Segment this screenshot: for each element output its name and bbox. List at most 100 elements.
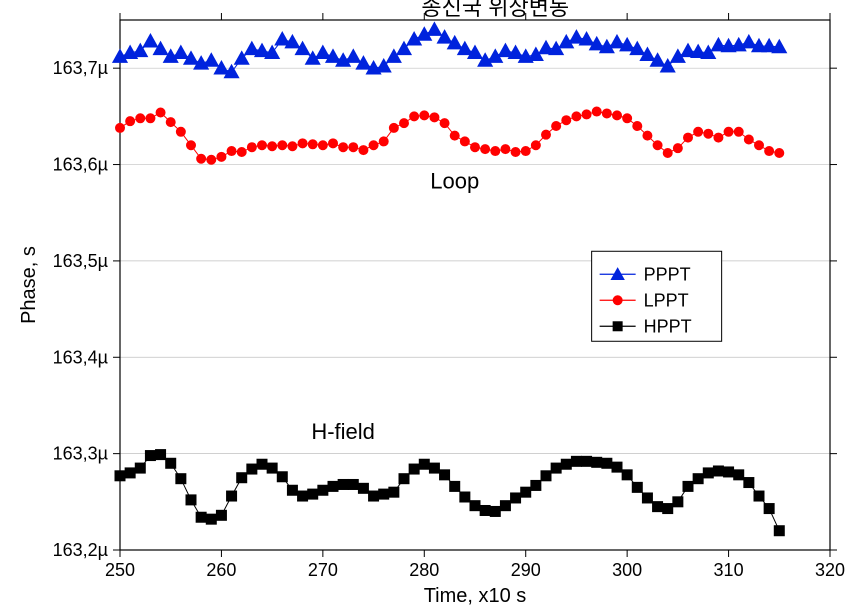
chart-bg [0, 0, 864, 614]
legend-marker [613, 321, 623, 331]
annotation-1: Loop [430, 169, 479, 194]
marker [419, 459, 429, 469]
x-tick-label: 280 [409, 560, 439, 580]
marker [379, 137, 388, 146]
marker [704, 129, 713, 138]
marker [531, 480, 541, 490]
marker [247, 464, 257, 474]
y-tick-label: 163,3µ [53, 444, 108, 464]
marker [389, 123, 398, 132]
marker [633, 122, 642, 131]
legend: PPPTLPPTHPPT [592, 251, 722, 341]
y-tick-label: 163,5µ [53, 251, 108, 271]
marker [237, 473, 247, 483]
marker [703, 468, 713, 478]
chart-svg: 250260270280290300310320163,2µ163,3µ163,… [0, 0, 864, 614]
marker [632, 482, 642, 492]
marker [206, 514, 216, 524]
marker [764, 504, 774, 514]
marker [379, 489, 389, 499]
marker [196, 512, 206, 522]
marker [166, 118, 175, 127]
marker [744, 478, 754, 488]
marker [298, 491, 308, 501]
marker [429, 463, 439, 473]
marker [115, 471, 125, 481]
marker [348, 479, 358, 489]
x-tick-label: 300 [612, 560, 642, 580]
marker [258, 141, 267, 150]
marker [318, 141, 327, 150]
marker [734, 127, 743, 136]
marker [338, 479, 348, 489]
marker [713, 466, 723, 476]
marker [145, 451, 155, 461]
legend-marker [613, 295, 623, 305]
marker [684, 133, 693, 142]
marker [765, 147, 774, 156]
marker [247, 143, 256, 152]
marker [359, 146, 368, 155]
marker [176, 474, 186, 484]
marker [602, 109, 611, 118]
marker [663, 504, 673, 514]
marker [329, 139, 338, 148]
marker [490, 506, 500, 516]
marker [582, 110, 591, 119]
marker [176, 127, 185, 136]
marker [541, 471, 551, 481]
marker [724, 127, 733, 136]
marker [653, 502, 663, 512]
marker [358, 483, 368, 493]
marker [642, 493, 652, 503]
marker [217, 152, 226, 161]
x-tick-label: 260 [206, 560, 236, 580]
marker [288, 142, 297, 151]
marker [754, 491, 764, 501]
x-tick-label: 320 [815, 560, 845, 580]
marker [491, 147, 500, 156]
marker [399, 474, 409, 484]
marker [521, 487, 531, 497]
marker [714, 133, 723, 142]
marker [389, 487, 399, 497]
marker [673, 497, 683, 507]
marker [501, 145, 510, 154]
marker [420, 111, 429, 120]
x-tick-label: 270 [308, 560, 338, 580]
marker [257, 459, 267, 469]
y-tick-label: 163,6µ [53, 155, 108, 175]
marker [643, 131, 652, 140]
legend-label: HPPT [644, 316, 692, 336]
marker [308, 489, 318, 499]
marker [511, 493, 521, 503]
marker [410, 112, 419, 121]
marker [755, 141, 764, 150]
marker [227, 147, 236, 156]
marker [613, 111, 622, 120]
marker [653, 141, 662, 150]
y-tick-label: 163,7µ [53, 58, 108, 78]
marker [146, 114, 155, 123]
marker [409, 464, 419, 474]
marker [673, 144, 682, 153]
marker [166, 458, 176, 468]
y-tick-label: 163,4µ [53, 347, 108, 367]
y-tick-label: 163,2µ [53, 540, 108, 560]
annotation-0: 송신국 위상변동 [421, 0, 569, 20]
y-axis-label: Phase, s [18, 246, 40, 324]
marker [774, 526, 784, 536]
marker [400, 119, 409, 128]
marker [440, 119, 449, 128]
marker [470, 501, 480, 511]
marker [268, 142, 277, 151]
marker [287, 485, 297, 495]
marker [349, 143, 358, 152]
x-axis-label: Time, x10 s [424, 585, 527, 607]
legend-label: PPPT [644, 264, 691, 284]
marker [197, 154, 206, 163]
marker [612, 462, 622, 472]
marker [592, 107, 601, 116]
marker [135, 463, 145, 473]
marker [156, 108, 165, 117]
